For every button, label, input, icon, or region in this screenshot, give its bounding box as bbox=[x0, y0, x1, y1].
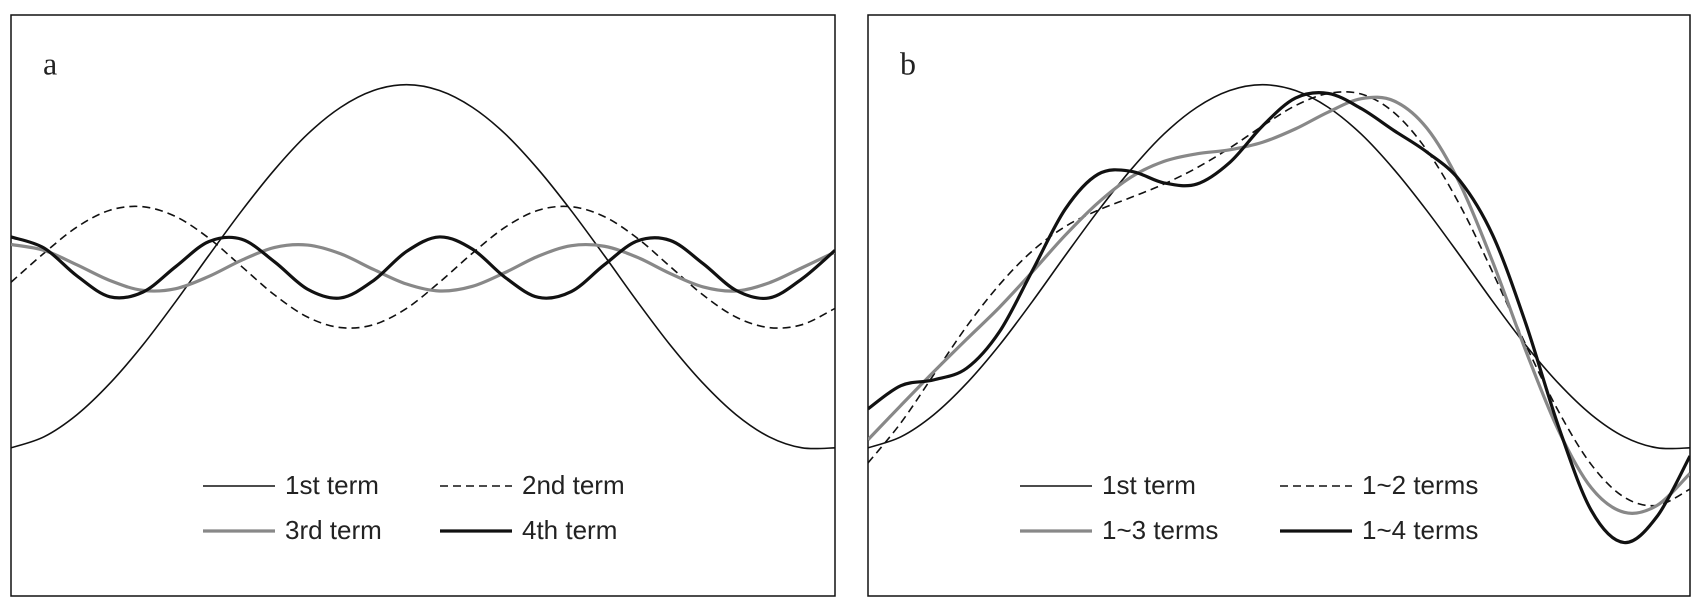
plot-area bbox=[868, 83, 1690, 545]
panel-label: b bbox=[900, 45, 916, 81]
legend-label: 1~2 terms bbox=[1362, 470, 1478, 500]
series-line bbox=[11, 235, 835, 301]
legend-label: 1~3 terms bbox=[1102, 515, 1218, 545]
legend-label: 3rd term bbox=[285, 515, 382, 545]
series-line bbox=[868, 95, 1690, 515]
series-line bbox=[868, 83, 1690, 450]
panel-label: a bbox=[43, 45, 57, 81]
plot-frame bbox=[10, 14, 836, 597]
legend-label: 1~4 terms bbox=[1362, 515, 1478, 545]
legend-label: 1st term bbox=[285, 470, 379, 500]
series-line bbox=[868, 91, 1690, 507]
plot-area bbox=[11, 83, 835, 450]
plot-frame bbox=[867, 14, 1691, 597]
legend-label: 4th term bbox=[522, 515, 617, 545]
series-line bbox=[868, 91, 1690, 545]
series-line bbox=[11, 83, 835, 450]
series-line bbox=[11, 205, 835, 329]
legend-label: 1st term bbox=[1102, 470, 1196, 500]
legend-label: 2nd term bbox=[522, 470, 625, 500]
